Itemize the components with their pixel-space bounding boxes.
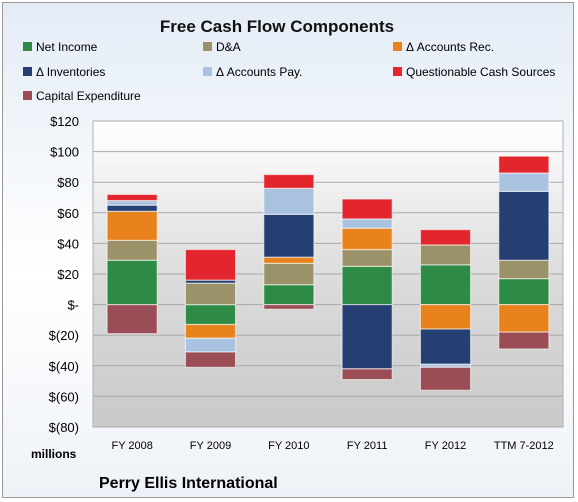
y-tick-label: $40	[57, 236, 79, 251]
bar-segment	[498, 155, 550, 174]
bar-segment	[498, 277, 550, 306]
bar-segment	[341, 368, 393, 381]
legend-label: Questionable Cash Sources	[406, 65, 556, 79]
legend-swatch	[23, 42, 32, 51]
y-tick-label: $80	[57, 175, 79, 190]
legend-swatch	[23, 67, 32, 76]
legend-swatch	[23, 91, 32, 100]
x-tick-label: FY 2012	[425, 440, 466, 452]
legend-label: Δ Inventories	[36, 65, 106, 79]
x-tick-label: FY 2009	[190, 440, 231, 452]
chart-title: Free Cash Flow Components	[159, 17, 395, 36]
bar-segment	[106, 199, 158, 206]
chart-plot: $120 $100 $80 $60 $40 $20 $- $(20) $(40) $(60) $(8…	[49, 114, 564, 452]
bar-segment	[263, 187, 315, 215]
bar-segment	[419, 328, 472, 365]
bar-segment	[341, 304, 393, 370]
bar-segment	[419, 264, 472, 306]
bar-segment	[498, 190, 550, 261]
bar-segment	[263, 256, 315, 264]
legend-label: Capital Expenditure	[36, 89, 141, 103]
legend-label: Δ Accounts Rec.	[406, 40, 495, 54]
bar-segment	[106, 204, 158, 212]
legend-label: Net Income	[36, 40, 98, 54]
y-tick-label: $60	[57, 206, 79, 221]
bar-segment	[498, 304, 550, 333]
legend-item: Δ Inventories	[23, 65, 105, 79]
bar-segment	[184, 323, 237, 339]
y-tick-label: $(80)	[49, 420, 79, 435]
x-tick-label: FY 2008	[111, 440, 152, 452]
legend-item: Capital Expenditure	[23, 89, 141, 103]
legend-swatch	[393, 42, 402, 51]
bar-segment	[341, 198, 393, 220]
y-tick-label: $-	[67, 298, 79, 313]
legend-swatch	[203, 67, 212, 76]
bar-segment	[106, 239, 158, 261]
bar-segment	[341, 265, 393, 306]
company-name: Perry Ellis International	[99, 475, 278, 492]
bar-segment	[263, 284, 315, 306]
bar-segment	[184, 337, 237, 353]
y-tick-label: $(60)	[49, 389, 79, 404]
bar-segment	[341, 227, 393, 251]
y-tick-label: $120	[50, 114, 79, 129]
bar-segment	[184, 248, 237, 281]
legend-swatch	[393, 67, 402, 76]
legend-item: D&A	[203, 40, 241, 54]
bar-segment	[341, 248, 393, 267]
legend-item: Δ Accounts Rec.	[393, 40, 494, 54]
bar-segment	[263, 262, 315, 286]
bar-segment	[184, 351, 237, 368]
bar-segment	[419, 304, 472, 330]
legend-item: Questionable Cash Sources	[393, 65, 555, 79]
legend-swatch	[203, 42, 212, 51]
y-tick-label: $(40)	[49, 359, 79, 374]
legend-item: Δ Accounts Pay.	[203, 65, 303, 79]
legend-label: D&A	[216, 40, 241, 54]
bar-segment	[106, 210, 158, 241]
x-tick-label: FY 2011	[347, 440, 388, 452]
chart-frame: Free Cash Flow Components Net Income D&A Δ…	[2, 2, 574, 498]
bar-segment	[263, 304, 315, 310]
bar-segment	[498, 259, 550, 280]
bar-segment	[184, 304, 237, 326]
legend-label: Δ Accounts Pay.	[216, 65, 303, 79]
legend-item: Net Income	[23, 40, 97, 54]
y-tick-label: $100	[50, 145, 79, 160]
bar-segment	[498, 172, 550, 192]
bar-segment	[341, 218, 393, 229]
y-tick-label: $20	[57, 267, 79, 282]
bar-segment	[419, 244, 472, 266]
x-tick-label: TTM 7-2012	[494, 440, 554, 452]
bar-segment	[263, 213, 315, 258]
units-label: millions	[31, 447, 77, 461]
bar-segment	[419, 366, 472, 391]
bar-segment	[184, 282, 237, 306]
y-tick-label: $(20)	[49, 328, 79, 343]
bar-segment	[419, 229, 472, 246]
bar-segment	[106, 304, 158, 335]
bar-segment	[106, 259, 158, 306]
x-tick-label: FY 2010	[268, 440, 309, 452]
bar-segment	[263, 173, 315, 189]
bar-segment	[498, 331, 550, 350]
bar-segment	[106, 193, 158, 202]
